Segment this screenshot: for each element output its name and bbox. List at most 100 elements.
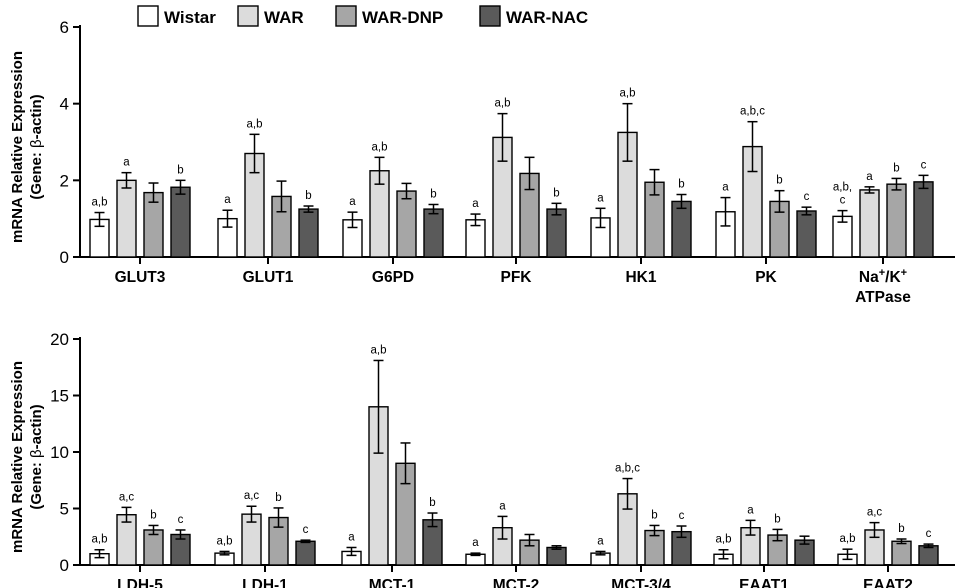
significance-label-war-glut1: a,b [247,118,263,130]
significance-label-wistar-ldh-1: a,b [217,535,233,547]
significance-label-war-ldh-5: a,c [119,491,135,503]
y-tick-label-2: 2 [60,171,69,190]
significance-label-war-dnp-eaat1: b [774,513,780,525]
significance-label-wistar-ldh-5: a,b [92,534,108,546]
category-label-g6pd: G6PD [372,269,414,286]
significance-label-war-hk1: a,b [620,88,636,100]
significance-label-wistar-na-k-atpase: a,b, [833,182,852,194]
significance-label-war-g6pd: a,b [372,141,388,153]
y-axis-label-prefix: (Gene: [28,148,45,200]
y-tick-label-15: 15 [50,387,69,406]
category-label-mct-1: MCT-1 [369,577,416,588]
category-label-na-k-atpase: Na+/K+ [859,267,907,286]
y-tick-label-20: 20 [50,330,69,349]
significance-label-wistar-pfk: a [472,198,479,210]
y-axis-label-greek: β [28,139,45,148]
significance-label-war-nac-na-k-atpase: c [921,159,927,171]
legend-swatch-war-nac [479,5,501,27]
significance-label-war-nac-g6pd: b [430,188,436,200]
bar-war-glut3 [116,179,137,258]
category-label-sup: + [901,267,907,279]
significance-label-war-nac-ldh-5: c [178,514,184,526]
bar-war-nac-na-k-atpase [913,181,934,258]
bar-war-nac-mct-2 [546,546,567,566]
legend-label-war-nac: WAR-NAC [506,8,588,27]
significance-label-wistar-mct-2: a [472,537,479,549]
category-label-pfk: PFK [501,269,533,286]
category-label-eaat1: EAAT1 [739,577,789,588]
significance-label-war-mct-1: a,b [371,344,387,356]
y-tick-label-10: 10 [50,443,69,462]
significance-label-war-dnp-mct-3-4: b [651,509,657,521]
significance-label-wistar-glut1: a [224,194,231,206]
significance-label-war-nac-pfk: b [553,187,559,199]
significance-label-war-ldh-1: a,c [244,490,260,502]
legend-swatch-war [237,5,259,27]
bar-war-na-k-atpase [859,189,880,258]
bar-war-nac-glut1 [298,208,319,258]
significance-label-wistar-na-k-atpase: c [840,195,846,207]
bar-war-nac-ldh-1 [295,540,316,566]
significance-label-war-nac-mct-1: b [429,497,435,509]
significance-label-war-nac-mct-3-4: c [679,510,685,522]
significance-label-war-pk: a,b,c [740,106,765,118]
significance-label-war-dnp-ldh-1: b [275,492,281,504]
significance-label-war-mct-2: a [499,500,506,512]
legend-swatch-wistar [137,5,159,27]
y-axis-label-line2: (Gene: β-actin) [28,94,45,199]
significance-label-war-mct-3-4: a,b,c [615,463,640,475]
bar-war-dnp-g6pd [396,190,417,258]
significance-label-war-nac-ldh-1: c [303,524,309,536]
category-label-eaat2: EAAT2 [863,577,913,588]
bar-war-dnp-eaat2 [891,540,912,566]
bottom-chart-panel: mRNA Relative Expression (Gene: β-actin) 0… [9,330,955,588]
category-label-hk1: HK1 [625,269,656,286]
significance-label-wistar-glut3: a,b [92,197,108,209]
category-label-mct-3-4: MCT-3/4 [611,577,671,588]
significance-label-war-nac-pk: c [804,191,810,203]
significance-label-war-na-k-atpase: a [866,171,873,183]
significance-label-wistar-eaat1: a,b [716,534,732,546]
y-tick-label-6: 6 [60,18,69,37]
bar-war-nac-eaat2 [918,545,939,566]
category-label-line2: ATPase [855,289,911,306]
y-axis-label-greek: β [28,449,45,458]
y-axis-label-line1: mRNA Relative Expression [9,361,26,553]
legend-label-war-dnp: WAR-DNP [362,8,443,27]
y-axis-label-prefix: (Gene: [28,458,45,510]
bar-war-nac-pk [796,210,817,258]
y-tick-label-4: 4 [60,95,69,114]
legend-swatch-war-dnp [335,5,357,27]
significance-label-wistar-mct-3-4: a [597,535,604,547]
y-axis-label-line1: mRNA Relative Expression [9,51,26,243]
significance-label-war-eaat2: a,c [867,507,883,519]
significance-label-war-nac-eaat2: c [926,528,932,540]
significance-label-war-pfk: a,b [495,98,511,110]
significance-label-wistar-hk1: a [597,192,604,204]
category-label-glut1: GLUT1 [243,269,294,286]
significance-label-war-glut3: a [123,157,130,169]
significance-label-war-dnp-eaat2: b [898,523,904,535]
bar-war-nac-g6pd [423,208,444,258]
y-axis-label-line2: (Gene: β-actin) [28,404,45,509]
bar-war-dnp-na-k-atpase [886,183,907,258]
significance-label-wistar-mct-1: a [348,531,355,543]
significance-label-war-eaat1: a [747,504,754,516]
significance-label-war-nac-glut3: b [177,164,183,176]
legend-label-war: WAR [264,8,304,27]
top-chart-panel: mRNA Relative Expression (Gene: β-actin) 0… [9,18,955,306]
category-label-mct-2: MCT-2 [493,577,540,588]
bar-war-nac-hk1 [671,200,692,258]
significance-label-wistar-g6pd: a [349,196,356,208]
category-label-pk: PK [755,269,777,286]
bar-war-nac-glut3 [170,186,191,258]
significance-label-war-dnp-na-k-atpase: b [893,162,899,174]
category-label-part: /K [885,269,901,286]
y-tick-label-0: 0 [60,556,69,575]
category-label-part: Na [859,269,879,286]
category-label-sup: + [879,267,885,279]
legend-label-wistar: Wistar [164,8,216,27]
category-label-glut3: GLUT3 [115,269,166,286]
category-label-ldh-1: LDH-1 [242,577,288,588]
